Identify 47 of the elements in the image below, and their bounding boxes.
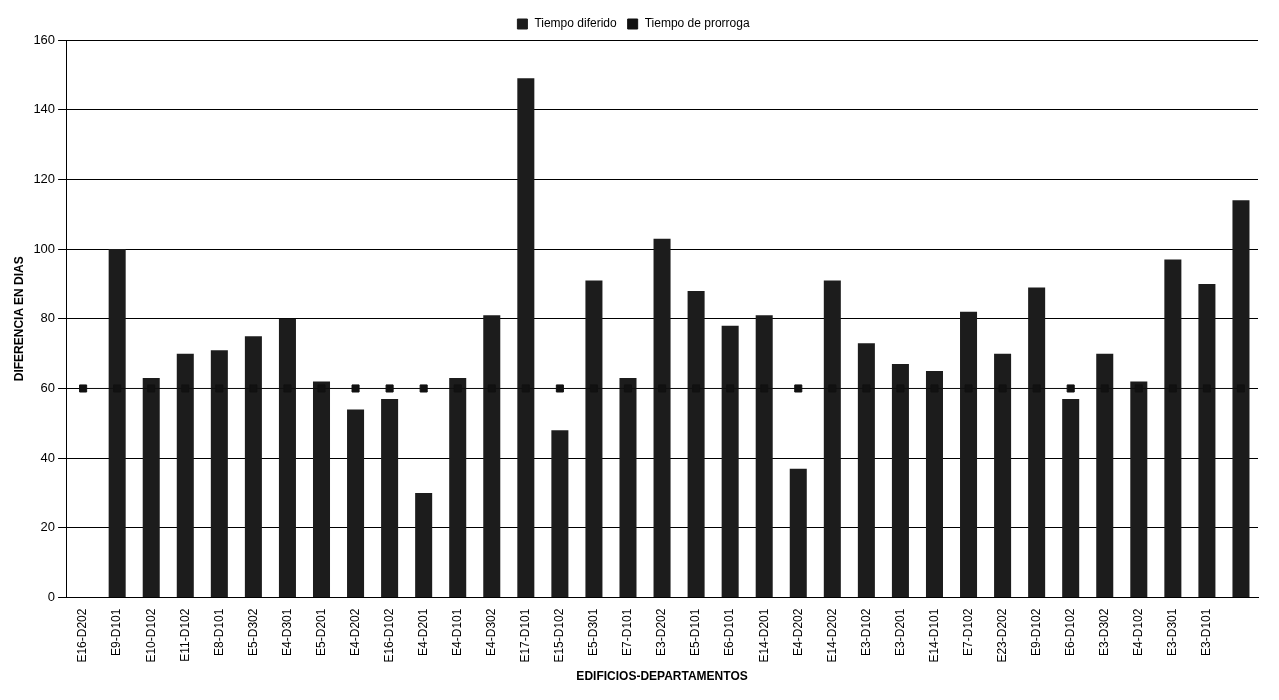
x-tick-label: E11-D102 bbox=[177, 608, 192, 662]
x-tick-label: E4-D302 bbox=[484, 608, 499, 656]
x-tick-label: E6-D102 bbox=[1063, 608, 1078, 656]
legend-label: Tiempo diferido bbox=[534, 16, 617, 31]
x-tick-label: E16-D102 bbox=[381, 608, 396, 663]
x-tick-label: E17-D101 bbox=[518, 608, 533, 663]
x-tick-label: E7-D101 bbox=[620, 608, 635, 656]
x-tick-label: E7-D102 bbox=[960, 608, 975, 656]
x-tick-label: E5-D101 bbox=[688, 608, 703, 656]
y-tick-label: 40 bbox=[40, 449, 56, 465]
y-axis-title: DIFERENCIA EN DIAS bbox=[11, 256, 26, 382]
y-tick-label: 20 bbox=[40, 519, 56, 535]
y-tick-label: 0 bbox=[47, 589, 56, 605]
x-tick-label: E4-D202 bbox=[790, 608, 805, 656]
x-tick-label: E6-D101 bbox=[722, 608, 737, 656]
x-tick-label: E3-D302 bbox=[1097, 608, 1112, 656]
y-tick-label: 140 bbox=[33, 101, 56, 117]
x-tick-label: E3-D301 bbox=[1165, 608, 1180, 656]
y-tick-label: 100 bbox=[33, 240, 56, 256]
x-tick-label: E14-D202 bbox=[824, 608, 839, 663]
x-tick-label: E4-D102 bbox=[1131, 608, 1146, 656]
x-axis-title: EDIFICIOS-DEPARTAMENTOS bbox=[576, 669, 748, 684]
x-tick-label: E23-D202 bbox=[994, 608, 1009, 663]
x-tick-label: E8-D101 bbox=[211, 608, 226, 656]
x-tick-label: E3-D101 bbox=[1199, 608, 1214, 656]
y-tick-label: 80 bbox=[40, 310, 56, 326]
x-tick-label: E9-D102 bbox=[1028, 608, 1043, 656]
x-tick-label: E3-D201 bbox=[892, 608, 907, 656]
y-tick-label: 60 bbox=[40, 380, 56, 396]
y-tick-label: 160 bbox=[33, 31, 56, 47]
x-tick-label: E9-D101 bbox=[109, 608, 124, 656]
x-tick-label: E3-D202 bbox=[654, 608, 669, 656]
legend-label: Tiempo de prorroga bbox=[644, 16, 750, 31]
x-tick-label: E4-D201 bbox=[415, 608, 430, 656]
x-tick-label: E14-D201 bbox=[756, 608, 771, 663]
x-tick-label: E14-D101 bbox=[926, 608, 941, 663]
x-tick-label: E10-D102 bbox=[143, 608, 158, 663]
y-tick-label: 120 bbox=[33, 170, 56, 186]
x-tick-label: E5-D201 bbox=[313, 608, 328, 656]
x-tick-label: E4-D202 bbox=[347, 608, 362, 656]
x-tick-label: E16-D202 bbox=[75, 608, 90, 663]
x-tick-label: E5-D302 bbox=[245, 608, 260, 656]
x-tick-label: E15-D102 bbox=[552, 608, 567, 663]
x-tick-label: E4-D101 bbox=[450, 608, 465, 656]
x-tick-label: E4-D301 bbox=[279, 608, 294, 656]
x-tick-label: E3-D102 bbox=[858, 608, 873, 656]
x-tick-label: E5-D301 bbox=[586, 608, 601, 656]
